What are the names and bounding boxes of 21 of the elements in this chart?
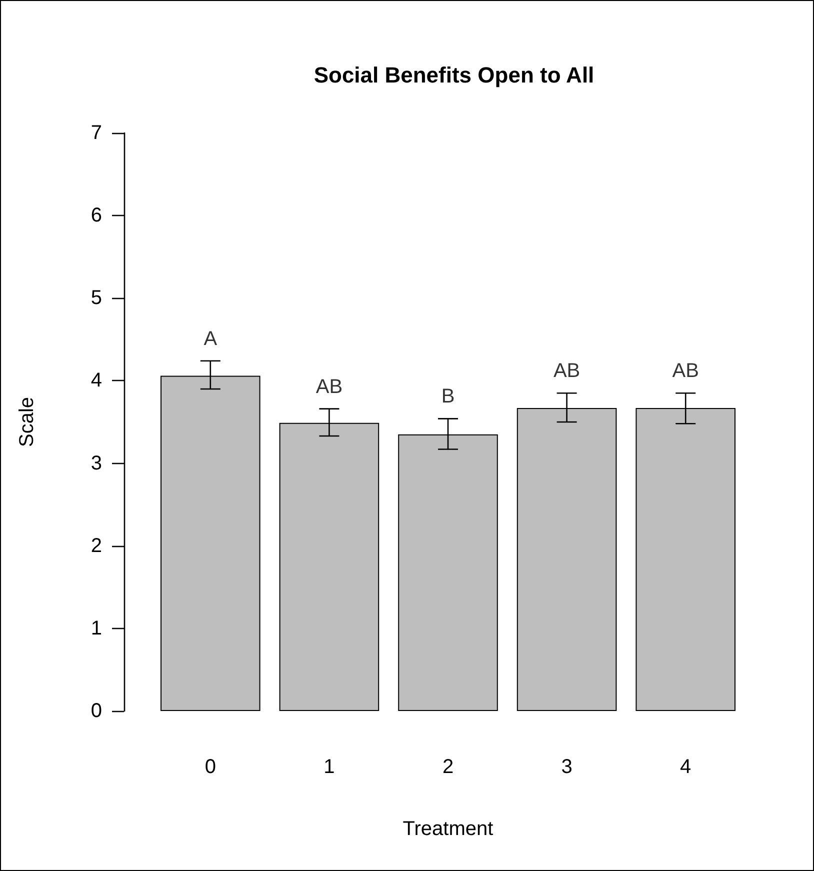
x-tick-label: 2: [442, 756, 454, 778]
y-tick-label: 5: [90, 287, 102, 310]
annotation: AB: [553, 360, 580, 382]
y-tick-label: 1: [90, 617, 102, 640]
x-tick-label: 4: [680, 756, 692, 778]
annotation: AB: [316, 376, 343, 398]
chart-title: Social Benefits Open to All: [314, 62, 594, 88]
annotation: A: [204, 328, 218, 350]
y-tick-label: 3: [90, 452, 102, 474]
y-tick-label: 2: [90, 534, 102, 557]
x-tick-label: 3: [561, 756, 572, 778]
x-tick-label: 0: [204, 756, 216, 778]
x-tick-label: 1: [324, 756, 335, 778]
y-tick-label: 6: [90, 204, 102, 227]
y-tick-label: 4: [90, 370, 102, 392]
y-tick-label: 7: [90, 122, 102, 144]
annotation: AB: [672, 360, 699, 382]
annotation: B: [441, 386, 455, 408]
y-tick-label: 0: [90, 700, 102, 722]
x-axis-title: Treatment: [402, 818, 494, 840]
y-axis-title: Scale: [16, 396, 38, 448]
